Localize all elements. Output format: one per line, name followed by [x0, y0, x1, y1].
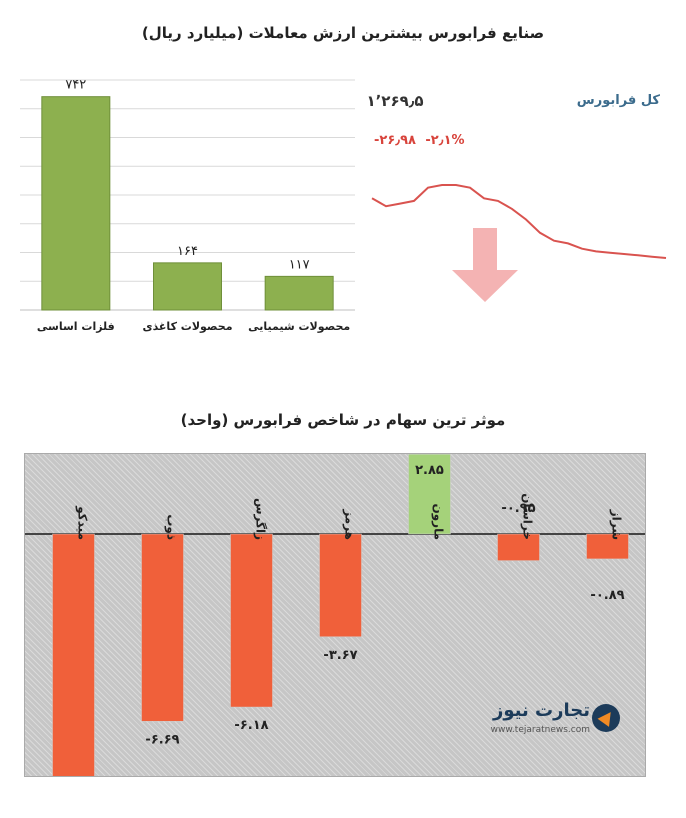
top-chart-title: صنایع فرابورس بیشترین ارزش معاملات (میلی… — [141, 24, 545, 42]
down-arrow-shape — [452, 228, 518, 302]
stock-value-label: ۲.۸۵ — [415, 463, 444, 478]
down-arrow-icon — [452, 228, 518, 302]
stock-category-label: مارون — [431, 503, 446, 540]
stock-bar — [230, 533, 273, 708]
stock-value-label: -۶.۶۹ — [145, 732, 179, 747]
logo-url-text: www.tejaratnews.com — [490, 725, 590, 735]
industry-bar — [153, 262, 222, 311]
stock-value-label: -۰.۸۹ — [590, 588, 624, 603]
stock-category-label: ذوب — [164, 514, 179, 540]
industry-bar-chart: ۷۴۲ فلزات اساسی ۱۶۴ محصولات کاغذی ۱۱۷ محصولات… — [20, 78, 355, 333]
stock-bar — [319, 533, 362, 638]
bottom-chart-title: موثر ترین سهام در شاخص فرابورس (واحد) — [180, 411, 506, 429]
industry-bar — [264, 275, 334, 311]
logo-emblem-icon — [592, 704, 620, 732]
industry-category-label: فلزات اساسی — [37, 320, 115, 333]
stock-value-label: -۶.۱۸ — [234, 718, 268, 733]
index-value: ۱٬۲۶۹٫۵ — [366, 92, 424, 110]
industry-category-label: محصولات شیمیایی — [248, 320, 350, 333]
stock-bar — [408, 454, 451, 535]
stock-value-label: -۳.۶۷ — [323, 648, 357, 663]
stock-category-label: زاگرس — [254, 498, 268, 540]
industry-category-label: محصولات کاغذی — [142, 320, 232, 333]
stock-category-label: شراز — [610, 509, 624, 540]
industry-value-label: ۷۴۲ — [65, 78, 86, 93]
industry-value-label: ۱۶۴ — [177, 244, 198, 259]
index-line-chart — [371, 184, 667, 302]
stock-bar — [141, 533, 184, 722]
stocks-bar-chart: میدکو-۹.۵۰ذوب-۶.۶۹زاگرس-۶.۱۸هرمز-۳.۶۷مار… — [25, 454, 645, 776]
stock-category-label: میدکو — [75, 505, 90, 540]
stock-value-label: -۰.۹۵ — [501, 501, 535, 516]
stock-bar — [586, 533, 629, 560]
index-change-percent: -۲٫۱% — [425, 133, 465, 148]
industry-value-label: ۱۱۷ — [289, 257, 310, 272]
tejaratnews-logo: تجارت نیوز www.tejaratnews.com — [480, 700, 620, 744]
stock-category-label: خراسان — [521, 493, 535, 540]
stock-bar — [52, 533, 95, 776]
industry-bar — [41, 96, 111, 311]
logo-brand-text: تجارت نیوز — [493, 700, 590, 721]
index-name: کل فرابورس — [576, 93, 660, 108]
index-change-absolute: -۲۶٫۹۸ — [374, 133, 416, 148]
index-series-line — [371, 184, 667, 259]
stock-bar — [497, 533, 540, 561]
stocks-chart-frame: میدکو-۹.۵۰ذوب-۶.۶۹زاگرس-۶.۱۸هرمز-۳.۶۷مار… — [24, 453, 646, 777]
stock-category-label: هرمز — [343, 508, 357, 540]
